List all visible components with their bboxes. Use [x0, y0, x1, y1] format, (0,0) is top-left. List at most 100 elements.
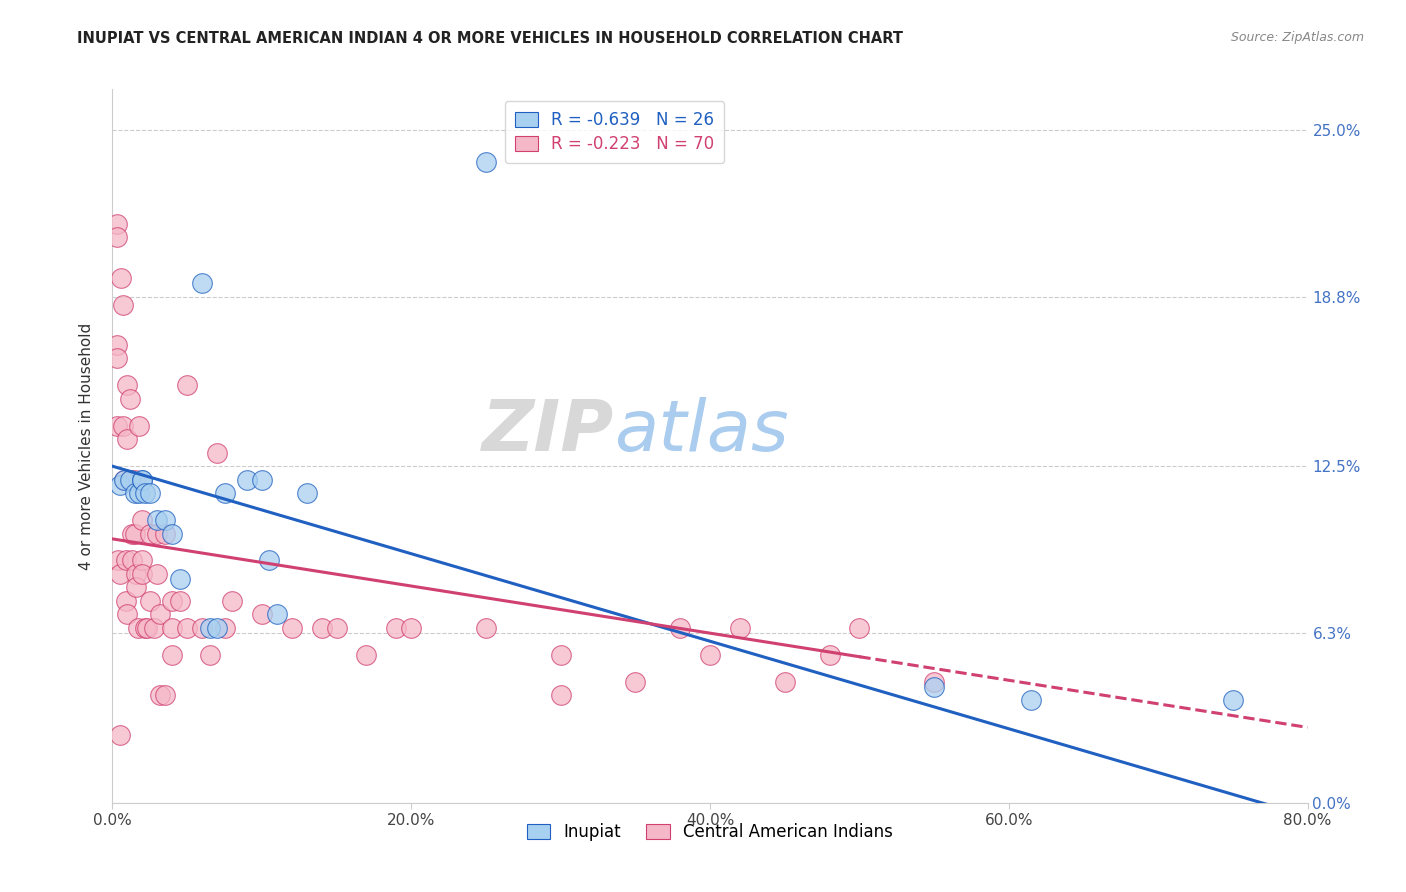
- Point: [105, 351, 128, 366]
- Text: Source: ZipAtlas.com: Source: ZipAtlas.com: [1230, 31, 1364, 45]
- Point: [162, 594, 183, 608]
- Point: [773, 674, 796, 689]
- Point: [105, 418, 128, 433]
- Point: [111, 418, 134, 433]
- Point: [149, 607, 172, 622]
- Point: [153, 688, 176, 702]
- Point: [169, 594, 191, 608]
- Point: [325, 621, 347, 635]
- Point: [117, 607, 139, 622]
- Point: [105, 230, 128, 244]
- Point: [250, 473, 273, 487]
- Point: [146, 526, 169, 541]
- Point: [198, 621, 221, 635]
- Point: [146, 513, 169, 527]
- Point: [250, 607, 273, 622]
- Point: [236, 473, 259, 487]
- Point: [153, 513, 176, 527]
- Point: [221, 594, 243, 608]
- Point: [169, 572, 191, 586]
- Point: [121, 553, 143, 567]
- Point: [1222, 693, 1244, 707]
- Point: [281, 621, 304, 635]
- Text: atlas: atlas: [614, 397, 789, 467]
- Point: [848, 621, 870, 635]
- Point: [117, 378, 139, 392]
- Point: [131, 513, 153, 527]
- Point: [131, 473, 153, 487]
- Point: [699, 648, 721, 662]
- Point: [108, 729, 131, 743]
- Point: [134, 621, 156, 635]
- Point: [114, 473, 135, 487]
- Point: [110, 270, 132, 285]
- Point: [131, 566, 153, 581]
- Point: [143, 621, 166, 635]
- Point: [191, 276, 214, 290]
- Point: [125, 566, 148, 581]
- Point: [205, 446, 228, 460]
- Point: [124, 526, 146, 541]
- Point: [176, 621, 198, 635]
- Point: [115, 594, 138, 608]
- Point: [124, 486, 146, 500]
- Point: [128, 486, 150, 500]
- Point: [356, 648, 378, 662]
- Point: [124, 473, 146, 487]
- Point: [624, 674, 647, 689]
- Y-axis label: 4 or more Vehicles in Household: 4 or more Vehicles in Household: [79, 322, 94, 570]
- Point: [134, 486, 156, 500]
- Point: [115, 553, 138, 567]
- Point: [105, 217, 128, 231]
- Point: [107, 553, 129, 567]
- Point: [191, 621, 214, 635]
- Point: [198, 648, 221, 662]
- Point: [139, 526, 162, 541]
- Text: ZIP: ZIP: [482, 397, 614, 467]
- Point: [121, 526, 143, 541]
- Point: [214, 486, 236, 500]
- Legend: Inupiat, Central American Indians: Inupiat, Central American Indians: [520, 817, 900, 848]
- Point: [311, 621, 333, 635]
- Point: [120, 473, 142, 487]
- Point: [114, 473, 135, 487]
- Point: [475, 155, 498, 169]
- Point: [162, 526, 183, 541]
- Point: [120, 392, 142, 406]
- Point: [117, 432, 139, 446]
- Point: [149, 688, 172, 702]
- Point: [127, 621, 149, 635]
- Point: [1019, 693, 1042, 707]
- Point: [266, 607, 288, 622]
- Point: [669, 621, 692, 635]
- Point: [162, 648, 183, 662]
- Point: [139, 486, 162, 500]
- Point: [162, 621, 183, 635]
- Point: [214, 621, 236, 635]
- Point: [205, 621, 228, 635]
- Point: [120, 473, 142, 487]
- Point: [385, 621, 408, 635]
- Point: [295, 486, 318, 500]
- Point: [108, 478, 131, 492]
- Point: [728, 621, 751, 635]
- Point: [550, 648, 572, 662]
- Point: [131, 553, 153, 567]
- Point: [550, 688, 572, 702]
- Point: [153, 526, 176, 541]
- Point: [131, 473, 153, 487]
- Point: [176, 378, 198, 392]
- Point: [475, 621, 498, 635]
- Text: INUPIAT VS CENTRAL AMERICAN INDIAN 4 OR MORE VEHICLES IN HOUSEHOLD CORRELATION C: INUPIAT VS CENTRAL AMERICAN INDIAN 4 OR …: [77, 31, 903, 46]
- Point: [125, 580, 148, 594]
- Point: [818, 648, 841, 662]
- Point: [259, 553, 281, 567]
- Point: [108, 566, 131, 581]
- Point: [105, 338, 128, 352]
- Point: [922, 674, 945, 689]
- Point: [135, 621, 157, 635]
- Point: [922, 680, 945, 694]
- Point: [146, 566, 169, 581]
- Point: [111, 298, 134, 312]
- Point: [128, 418, 150, 433]
